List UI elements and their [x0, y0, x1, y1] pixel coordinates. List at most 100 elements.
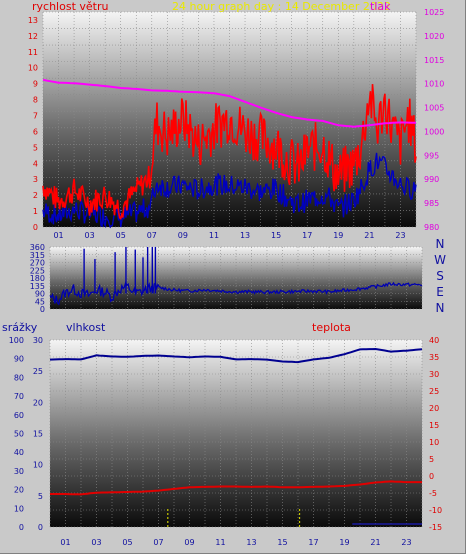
temperature-tick: 25: [429, 387, 439, 396]
direction-tick: 225: [30, 266, 45, 275]
humidity-tick: 40: [14, 448, 24, 457]
rain-tick: 25: [33, 367, 43, 376]
humidity-tick: 70: [14, 392, 24, 401]
pressure-axis-title: tlak: [370, 0, 391, 13]
x-tick-label: 13: [240, 231, 250, 240]
wind-speed-tick: 0: [33, 223, 38, 232]
direction-tick: 90: [35, 290, 45, 299]
x-tick-label: 07: [153, 538, 163, 547]
chart-title: 24 hour graph day : 14 December 2022: [172, 0, 391, 13]
temperature-tick: 15: [429, 421, 439, 430]
temperature-tick: 20: [429, 404, 439, 413]
rain-tick: 30: [33, 336, 43, 345]
wind-speed-tick: 6: [33, 127, 38, 136]
x-tick-label: 21: [370, 538, 380, 547]
x-tick-label: 19: [333, 231, 343, 240]
compass-letter: N: [436, 301, 445, 315]
pressure-tick: 1005: [424, 104, 444, 113]
pressure-tick: 1025: [424, 8, 444, 17]
x-tick-label: 05: [122, 538, 132, 547]
humidity-series: [49, 347, 423, 364]
direction-tick: 360: [30, 243, 45, 252]
temperature-tick: -15: [429, 523, 442, 532]
x-tick-label: 15: [271, 231, 281, 240]
direction-tick: 135: [30, 282, 45, 291]
temperature-tick: 30: [429, 370, 439, 379]
wind-speed-axis-title: rychlost větru: [32, 0, 108, 13]
humidity-tick: 20: [14, 486, 24, 495]
temperature-series: [50, 480, 422, 496]
x-tick-label: 13: [246, 538, 256, 547]
pressure-tick: 980: [424, 223, 439, 232]
average-wind-series: [42, 152, 417, 229]
x-tick-label: 11: [209, 231, 219, 240]
direction-tick: 0: [40, 305, 45, 314]
direction-tick: 270: [30, 259, 45, 268]
compass-letter: S: [436, 269, 444, 283]
wind-direction-series: [49, 281, 423, 306]
temperature-tick: 0: [429, 472, 434, 481]
wind-speed-tick: 13: [28, 16, 38, 25]
wind-speed-tick: 4: [33, 159, 38, 168]
temperature-tick: -10: [429, 506, 442, 515]
pressure-tick: 990: [424, 175, 439, 184]
x-tick-label: 21: [364, 231, 374, 240]
rain-tick: 20: [33, 398, 43, 407]
x-tick-label: 23: [401, 538, 411, 547]
pressure-tick: 985: [424, 199, 439, 208]
pressure-tick: 1010: [424, 80, 444, 89]
humidity-tick: 10: [14, 504, 24, 513]
x-tick-label: 19: [339, 538, 349, 547]
pressure-tick: 1000: [424, 127, 444, 136]
direction-tick: 45: [35, 297, 45, 306]
direction-tick: 180: [30, 274, 45, 283]
humidity-tick: 90: [14, 355, 24, 364]
x-tick-label: 03: [91, 538, 101, 547]
temperature-tick: 35: [429, 353, 439, 362]
rain-tick: 5: [38, 492, 43, 501]
wind-speed-tick: 1: [33, 207, 38, 216]
wind-speed-tick: 11: [28, 48, 38, 57]
wind-speed-tick: 8: [33, 96, 38, 105]
pressure-series: [42, 78, 417, 128]
humidity-tick: 100: [9, 336, 24, 345]
temperature-tick: 5: [429, 455, 434, 464]
rain-tick: 10: [33, 461, 43, 470]
direction-grid: [49, 246, 423, 310]
temperature-tick: 10: [429, 438, 439, 447]
humidity-tick: 80: [14, 373, 24, 382]
series-lines: [42, 78, 423, 527]
wind-speed-tick: 3: [33, 175, 38, 184]
wind-speed-tick: 5: [33, 143, 38, 152]
humidity-axis-title: vlhkost: [66, 321, 106, 334]
rain-axis-title: srážky: [2, 321, 38, 334]
compass-letter: E: [436, 285, 444, 299]
pressure-tick: 1020: [424, 32, 444, 41]
x-tick-label: 07: [147, 231, 157, 240]
x-tick-label: 01: [53, 231, 63, 240]
humidity-grid: [49, 339, 423, 528]
x-tick-label: 23: [395, 231, 405, 240]
humidity-tick: 60: [14, 411, 24, 420]
temperature-tick: 40: [429, 336, 439, 345]
x-tick-label: 17: [308, 538, 318, 547]
humidity-tick: 0: [19, 523, 24, 532]
rain-tick: 15: [33, 430, 43, 439]
x-tick-label: 11: [215, 538, 225, 547]
wind-speed-tick: 9: [33, 80, 38, 89]
rain-tick: 0: [38, 523, 43, 532]
x-tick-label: 03: [85, 231, 95, 240]
wind-speed-tick: 7: [33, 112, 38, 121]
x-tick-label: 01: [60, 538, 70, 547]
temperature-tick: -5: [429, 489, 437, 498]
x-tick-label: 15: [277, 538, 287, 547]
wind-gust-series: [42, 84, 417, 220]
x-tick-label: 09: [184, 538, 194, 547]
compass-letter: W: [434, 253, 446, 267]
x-tick-label: 05: [116, 231, 126, 240]
temperature-axis-title: teplota: [312, 321, 351, 334]
